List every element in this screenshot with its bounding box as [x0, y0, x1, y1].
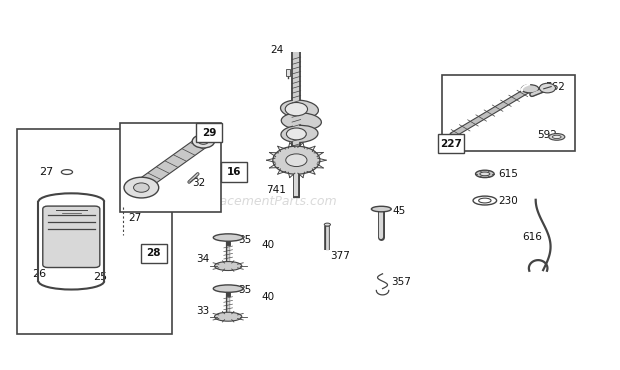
Ellipse shape	[324, 223, 330, 226]
Ellipse shape	[213, 234, 243, 241]
Text: 35: 35	[238, 285, 252, 296]
FancyBboxPatch shape	[221, 162, 247, 182]
Text: 28: 28	[146, 248, 161, 259]
Text: 26: 26	[32, 269, 46, 279]
Text: 24: 24	[271, 45, 284, 55]
Circle shape	[539, 83, 556, 93]
Text: 40: 40	[261, 292, 275, 302]
Text: 32: 32	[192, 178, 205, 188]
Ellipse shape	[281, 113, 321, 130]
Ellipse shape	[549, 134, 565, 140]
Text: 227: 227	[440, 138, 463, 149]
Text: 16: 16	[227, 167, 242, 177]
Text: 33: 33	[196, 306, 210, 316]
Text: 27: 27	[40, 167, 53, 177]
Circle shape	[286, 154, 307, 166]
Ellipse shape	[371, 206, 391, 212]
Text: 377: 377	[330, 251, 350, 261]
Text: 29: 29	[202, 128, 216, 138]
FancyBboxPatch shape	[120, 123, 221, 212]
Ellipse shape	[476, 170, 494, 178]
FancyBboxPatch shape	[141, 244, 167, 263]
Circle shape	[192, 135, 215, 148]
Text: 615: 615	[498, 169, 518, 179]
Text: 230: 230	[498, 195, 518, 206]
Text: 741: 741	[266, 185, 286, 195]
Ellipse shape	[215, 262, 242, 270]
Text: 592: 592	[538, 130, 557, 141]
Text: 34: 34	[196, 254, 210, 264]
Text: 45: 45	[392, 206, 406, 216]
Circle shape	[133, 183, 149, 192]
Text: 616: 616	[522, 232, 542, 242]
Text: eReplacementParts.com: eReplacementParts.com	[184, 195, 337, 208]
FancyBboxPatch shape	[438, 134, 464, 153]
Bar	[286, 69, 290, 76]
Ellipse shape	[480, 172, 490, 176]
Circle shape	[285, 102, 308, 116]
FancyBboxPatch shape	[196, 123, 222, 142]
Text: 25: 25	[94, 272, 107, 283]
FancyBboxPatch shape	[442, 75, 575, 151]
Circle shape	[124, 177, 159, 198]
Text: 357: 357	[391, 277, 411, 287]
Ellipse shape	[215, 312, 242, 321]
Ellipse shape	[552, 135, 561, 139]
Text: 40: 40	[261, 240, 275, 250]
Circle shape	[198, 138, 208, 144]
PathPatch shape	[133, 138, 210, 190]
Text: 35: 35	[238, 235, 252, 245]
Circle shape	[286, 128, 306, 140]
Ellipse shape	[213, 285, 243, 292]
Ellipse shape	[281, 125, 318, 142]
FancyBboxPatch shape	[43, 206, 100, 268]
PathPatch shape	[450, 87, 533, 137]
FancyBboxPatch shape	[17, 129, 172, 334]
Ellipse shape	[280, 100, 319, 118]
Text: 27: 27	[128, 213, 142, 223]
Circle shape	[273, 146, 320, 174]
Ellipse shape	[521, 85, 539, 93]
Text: 562: 562	[545, 82, 565, 92]
